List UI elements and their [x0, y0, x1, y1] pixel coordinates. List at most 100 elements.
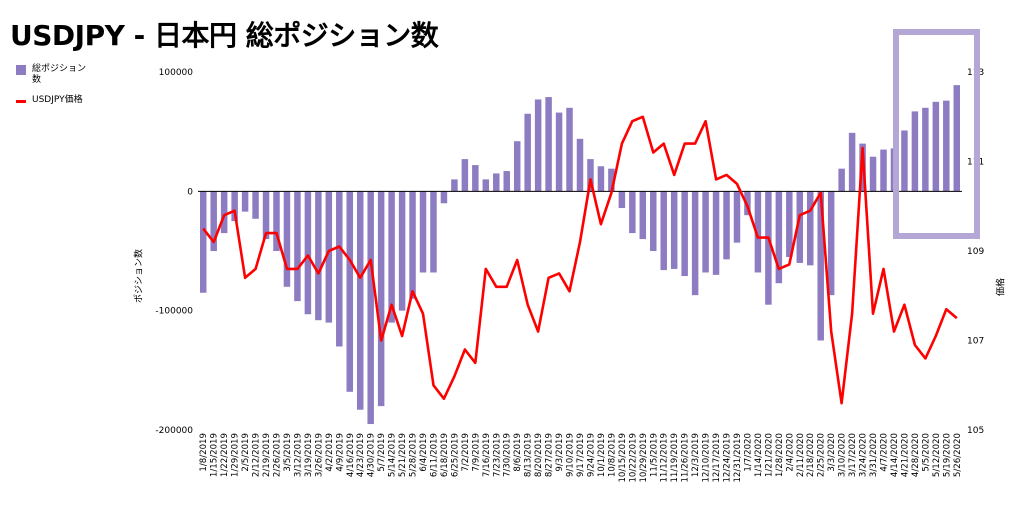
x-tick-label: 2/18/2020 [806, 433, 816, 477]
bar [723, 191, 730, 260]
x-tick-label: 10/29/2019 [639, 433, 649, 483]
bar [241, 191, 249, 212]
x-tick-label: 1/8/2019 [199, 433, 209, 472]
legend: 総ポジション数 USDJPY価格 [16, 64, 94, 115]
right-axis-title: 価格 [996, 277, 1007, 297]
bar [838, 168, 845, 192]
x-tick-label: 2/4/2020 [785, 433, 795, 472]
bar [199, 191, 207, 293]
bar [786, 191, 793, 257]
bar [880, 149, 887, 192]
bar [733, 191, 741, 243]
bar [650, 191, 657, 251]
x-tick-label: 2/5/2019 [241, 433, 251, 472]
x-tick-label: 3/10/2020 [838, 433, 848, 477]
x-tick-label: 8/20/2019 [534, 433, 544, 477]
left-tick-label: -100000 [155, 307, 193, 317]
bar [576, 138, 584, 192]
x-tick-label: 10/15/2019 [618, 433, 628, 483]
bar-series [199, 85, 961, 425]
x-axis-ticks: 1/8/2019 1/15/2019 1/22/2019 1/29/2019 2/5/2… [199, 433, 963, 483]
x-tick-label: 5/26/2020 [953, 433, 963, 477]
x-tick-label: 5/12/2020 [932, 433, 942, 477]
bar [545, 97, 552, 192]
x-tick-label: 7/2/2019 [461, 433, 471, 472]
bar [932, 101, 940, 192]
x-tick-label: 12/17/2019 [712, 433, 722, 483]
left-axis-title: ポジション数 [134, 248, 145, 304]
x-tick-label: 8/6/2019 [513, 433, 523, 472]
legend-swatch-bar [16, 65, 26, 75]
x-tick-label: 9/24/2019 [586, 433, 596, 477]
bar [754, 191, 762, 273]
x-tick-label: 11/26/2019 [681, 433, 691, 483]
bar [409, 191, 416, 299]
bar [388, 191, 395, 323]
x-tick-label: 9/10/2019 [566, 433, 576, 477]
x-tick-label: 5/7/2019 [377, 433, 387, 472]
x-tick-label: 1/21/2020 [764, 433, 774, 477]
bar [869, 156, 877, 192]
x-tick-label: 8/27/2019 [545, 433, 555, 477]
bar [597, 166, 605, 192]
bar [367, 191, 374, 425]
bar [566, 107, 573, 192]
x-tick-label: 2/11/2020 [796, 433, 806, 477]
bar [231, 191, 238, 222]
bar [440, 191, 448, 204]
left-tick-label: -200000 [155, 426, 193, 436]
bar [534, 99, 542, 192]
bar [807, 191, 814, 266]
bar [660, 191, 667, 271]
left-tick-label: 0 [187, 187, 193, 197]
legend-label-price: USDJPY価格 [32, 95, 83, 105]
x-tick-label: 8/13/2019 [524, 433, 534, 477]
bar [377, 191, 385, 407]
bar [325, 191, 333, 323]
bar [294, 191, 301, 302]
x-tick-label: 4/2/2019 [325, 433, 335, 472]
x-tick-label: 6/18/2019 [440, 433, 450, 477]
right-tick-label: 107 [967, 337, 984, 347]
bar [618, 191, 626, 209]
x-tick-label: 1/22/2019 [220, 433, 230, 477]
x-tick-label: 9/3/2019 [555, 433, 565, 472]
bar [848, 132, 856, 192]
left-tick-label: 100000 [159, 68, 194, 78]
x-tick-label: 10/8/2019 [607, 433, 617, 477]
bar [493, 173, 500, 192]
bar [419, 191, 427, 273]
x-tick-label: 3/26/2019 [314, 433, 324, 477]
x-tick-label: 1/7/2020 [743, 433, 753, 472]
x-tick-label: 11/12/2019 [660, 433, 670, 483]
bar [398, 191, 406, 311]
x-tick-label: 4/23/2019 [356, 433, 366, 477]
x-tick-label: 7/30/2019 [503, 433, 513, 477]
x-tick-label: 12/31/2019 [733, 433, 743, 483]
bar [482, 179, 490, 192]
x-tick-label: 4/9/2019 [335, 433, 345, 472]
bar [315, 191, 322, 321]
bar [461, 159, 469, 192]
bar [953, 85, 961, 192]
bar [670, 191, 678, 269]
x-tick-label: 5/28/2019 [409, 433, 419, 477]
bar [346, 191, 353, 392]
x-tick-label: 2/19/2019 [262, 433, 272, 477]
bar [513, 141, 521, 192]
x-tick-label: 4/28/2020 [911, 433, 921, 477]
x-tick-label: 5/21/2019 [398, 433, 408, 477]
bar [817, 191, 824, 341]
bar [691, 191, 699, 296]
x-tick-label: 1/14/2020 [754, 433, 764, 477]
x-tick-label: 1/28/2020 [775, 433, 785, 477]
bar [922, 107, 929, 192]
x-tick-label: 10/22/2019 [628, 433, 638, 483]
bar [336, 191, 343, 347]
bar [220, 191, 228, 234]
x-tick-label: 4/14/2020 [890, 433, 900, 477]
bar [639, 191, 647, 240]
x-tick-label: 9/17/2019 [576, 433, 586, 477]
price-line-series [202, 115, 958, 405]
